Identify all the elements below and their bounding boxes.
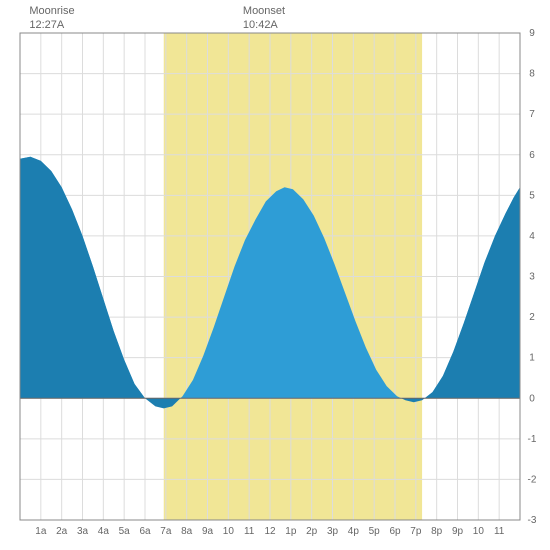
x-tick-label: 2a bbox=[56, 526, 68, 537]
x-tick-label: 9a bbox=[202, 526, 214, 537]
moonset-label: Moonset 10:42A bbox=[243, 4, 285, 32]
x-tick-label: 12 bbox=[264, 526, 276, 537]
y-tick-label: -2 bbox=[528, 474, 537, 485]
y-tick-label: 0 bbox=[529, 393, 535, 404]
x-tick-label: 5a bbox=[119, 526, 131, 537]
chart-svg: 1a2a3a4a5a6a7a8a9a1011121p2p3p4p5p6p7p8p… bbox=[0, 0, 550, 550]
x-tick-label: 10 bbox=[223, 526, 235, 537]
y-tick-label: 5 bbox=[529, 190, 535, 201]
x-tick-label: 1p bbox=[285, 526, 297, 537]
y-tick-label: 6 bbox=[529, 150, 535, 161]
x-tick-label: 6p bbox=[389, 526, 401, 537]
moonset-title: Moonset bbox=[243, 4, 285, 18]
x-tick-label: 10 bbox=[473, 526, 485, 537]
moonrise-title: Moonrise bbox=[29, 4, 74, 18]
y-tick-label: 4 bbox=[529, 231, 535, 242]
y-tick-label: -1 bbox=[528, 434, 537, 445]
y-tick-label: 1 bbox=[529, 353, 535, 364]
x-tick-label: 3p bbox=[327, 526, 339, 537]
x-tick-label: 8p bbox=[431, 526, 443, 537]
y-tick-label: 7 bbox=[529, 109, 535, 120]
moonset-time: 10:42A bbox=[243, 18, 285, 32]
x-tick-label: 3a bbox=[77, 526, 89, 537]
x-tick-label: 7a bbox=[160, 526, 172, 537]
y-tick-label: 3 bbox=[529, 272, 535, 283]
x-tick-label: 11 bbox=[494, 526, 505, 537]
x-tick-label: 8a bbox=[181, 526, 193, 537]
x-tick-label: 4p bbox=[348, 526, 360, 537]
x-tick-label: 5p bbox=[369, 526, 381, 537]
moonrise-label: Moonrise 12:27A bbox=[29, 4, 74, 32]
x-tick-label: 1a bbox=[35, 526, 47, 537]
x-tick-label: 9p bbox=[452, 526, 464, 537]
x-tick-label: 11 bbox=[244, 526, 255, 537]
y-tick-label: 2 bbox=[529, 312, 535, 323]
x-tick-label: 4a bbox=[98, 526, 110, 537]
x-tick-label: 2p bbox=[306, 526, 318, 537]
y-tick-label: -3 bbox=[528, 515, 537, 526]
x-tick-label: 6a bbox=[139, 526, 151, 537]
y-tick-label: 9 bbox=[529, 28, 535, 39]
y-tick-label: 8 bbox=[529, 69, 535, 80]
moonrise-time: 12:27A bbox=[29, 18, 74, 32]
tide-chart: Moonrise 12:27A Moonset 10:42A 1a 2a 3a 4a 5… bbox=[0, 0, 550, 550]
x-tick-label: 7p bbox=[410, 526, 422, 537]
